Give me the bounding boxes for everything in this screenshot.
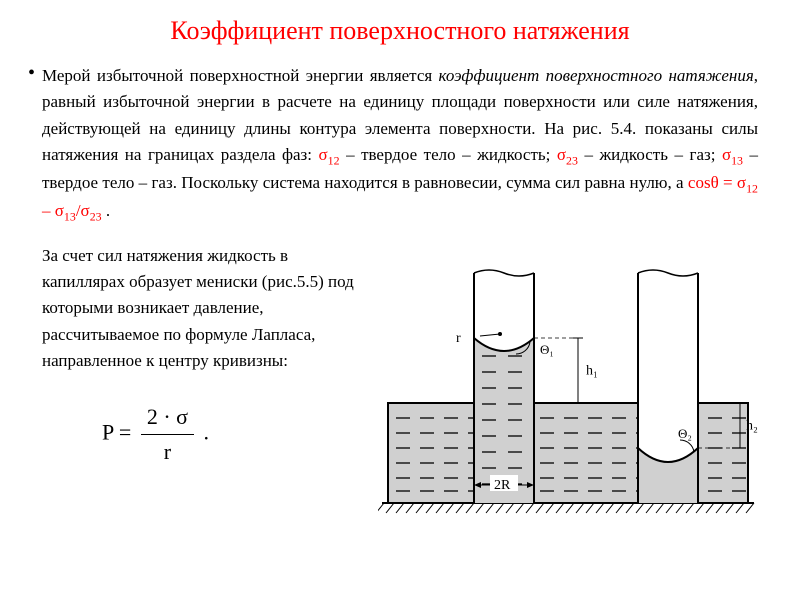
fraction-num: 2 · σ [141, 400, 194, 435]
paragraph-main: Мерой избыточной поверхностной энергии я… [42, 63, 758, 226]
term-italic: коэффициент поверхностного натяжения [439, 66, 754, 85]
sigma23: σ23 [557, 145, 578, 164]
formula-P: P = [102, 420, 131, 445]
capillary-diagram: rΘ₁h₁Θ₂h₂2R [378, 243, 758, 523]
laplace-formula: P = 2 · σ r . [102, 400, 362, 469]
text-frag: . [102, 201, 111, 220]
svg-text:h₁: h₁ [586, 363, 598, 378]
fraction-den: r [141, 435, 194, 469]
bullet-marker: • [28, 62, 35, 85]
svg-text:Θ₁: Θ₁ [540, 342, 554, 357]
svg-text:Θ₂: Θ₂ [678, 426, 692, 441]
formula-dot: . [204, 420, 210, 445]
svg-text:r: r [456, 331, 461, 346]
text-frag: – жидкость – газ; [578, 145, 722, 164]
sigma13: σ13 [722, 145, 743, 164]
fraction: 2 · σ r [141, 400, 194, 469]
text-frag: – твердое тело – жидкость; [340, 145, 557, 164]
sigma12: σ12 [319, 145, 340, 164]
svg-text:2R: 2R [494, 478, 511, 493]
page-title: Коэффициент поверхностного натяжения [42, 16, 758, 46]
paragraph-capillary: За счет сил натяжения жидкость в капилля… [42, 243, 362, 375]
text-frag: Мерой избыточной поверхностной энергии я… [42, 66, 439, 85]
